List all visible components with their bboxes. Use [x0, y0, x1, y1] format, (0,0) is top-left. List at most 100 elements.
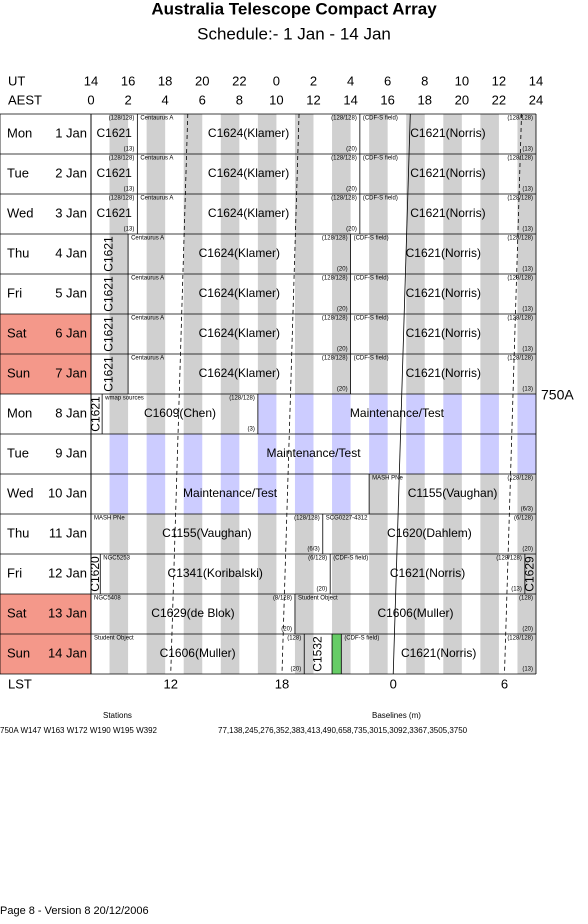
hour-stripe	[406, 554, 425, 594]
hour-stripe	[369, 114, 388, 154]
day-name: Thu	[7, 245, 29, 260]
ut-tick: 2	[310, 73, 317, 88]
day-name: Sat	[7, 605, 27, 620]
session-label: C1624(Klamer)	[208, 206, 289, 220]
day-name: Tue	[7, 445, 29, 460]
day-cell	[0, 234, 91, 274]
day-name: Mon	[7, 405, 32, 420]
hour-stripe	[294, 354, 314, 394]
day-cell	[0, 554, 91, 594]
day-date: 1 Jan	[55, 125, 87, 140]
day-date: 5 Jan	[55, 285, 87, 300]
day-date: 10 Jan	[48, 485, 87, 500]
session-note: (128/128)	[507, 116, 533, 122]
session-label: C1155(Vaughan)	[162, 526, 252, 540]
session-label: C1621	[102, 316, 116, 352]
hour-stripe	[517, 434, 536, 474]
aest-tick: 0	[87, 92, 94, 107]
day-date: 13 Jan	[48, 605, 87, 620]
hour-stripe	[109, 234, 129, 274]
hour-stripe	[257, 474, 277, 514]
day-date: 7 Jan	[55, 365, 87, 380]
hour-stripe	[332, 234, 351, 274]
session-note: (20)	[317, 587, 328, 593]
hour-stripe	[109, 554, 129, 594]
hour-stripe	[480, 154, 499, 194]
session-note: (128/128)	[507, 276, 533, 282]
hour-stripe	[332, 394, 351, 434]
session-label: C1341(Koribalski)	[168, 566, 263, 580]
ut-tick: 14	[84, 73, 98, 88]
hour-stripe	[294, 474, 314, 514]
hour-stripe	[183, 234, 203, 274]
session-label: Maintenance/Test	[183, 486, 278, 500]
day-name: Wed	[7, 485, 34, 500]
session-note: (128/128)	[109, 196, 135, 202]
hour-stripe	[406, 234, 425, 274]
hour-stripe	[294, 154, 314, 194]
aest-tick: 18	[418, 92, 432, 107]
hour-stripe	[443, 594, 462, 634]
hour-stripe	[332, 474, 351, 514]
session-label: C1606(Muller)	[377, 606, 453, 620]
hour-stripe	[146, 314, 166, 354]
ut-tick: 8	[421, 73, 428, 88]
hour-stripe	[146, 274, 166, 314]
hour-stripe	[109, 434, 129, 474]
hour-stripe	[183, 394, 203, 434]
hour-stripe	[517, 274, 536, 314]
session-note: (128/128)	[507, 236, 533, 242]
ut-label: UT	[8, 73, 25, 88]
hour-stripe	[294, 394, 314, 434]
session-note: (20)	[337, 347, 348, 353]
hour-stripe	[109, 274, 129, 314]
hour-stripe	[294, 194, 314, 234]
hour-stripe	[257, 154, 277, 194]
session-label: C1620	[88, 556, 102, 592]
session-note: Centaurus A	[131, 356, 164, 362]
hour-stripe	[257, 394, 277, 434]
day-cell	[0, 194, 91, 234]
hour-stripe	[517, 594, 536, 634]
session-label: C1621	[102, 356, 116, 392]
session-label: Maintenance/Test	[266, 446, 361, 460]
lst-tick: 18	[275, 676, 289, 691]
session-note: (20)	[281, 627, 292, 633]
session-label: C1624(Klamer)	[199, 366, 280, 380]
session-label: C1621(Norris)	[390, 566, 465, 580]
session-note: (13)	[522, 147, 533, 153]
ut-tick: 4	[347, 73, 354, 88]
day-cell	[0, 154, 91, 194]
hour-stripe	[332, 594, 351, 634]
hour-stripe	[109, 474, 129, 514]
session-note: (13)	[522, 667, 533, 673]
session-note: Student Object	[94, 636, 134, 642]
hour-stripe	[406, 314, 425, 354]
day-cell	[0, 114, 91, 154]
hour-stripe	[294, 274, 314, 314]
lst-tick: 6	[501, 676, 508, 691]
ut-tick: 14	[529, 73, 543, 88]
session-note: (CDF-S field)	[363, 116, 398, 122]
session-label: C1624(Klamer)	[199, 326, 280, 340]
hour-stripe	[369, 394, 388, 434]
session-note: (13)	[511, 587, 522, 593]
session-note: (6/128)	[514, 516, 533, 522]
hour-stripe	[480, 314, 499, 354]
hour-stripe	[257, 594, 277, 634]
session-note: (128/128)	[322, 236, 348, 242]
session-note: Centaurus A	[131, 236, 164, 242]
session-note: (8/128)	[273, 596, 292, 602]
hour-stripe	[369, 514, 388, 554]
session-note: (128/128)	[331, 156, 357, 162]
session-block	[91, 394, 103, 434]
hour-stripe	[406, 274, 425, 314]
hour-stripe	[332, 514, 351, 554]
hour-stripe	[183, 474, 203, 514]
session-note: (20)	[346, 187, 357, 193]
hour-stripe	[480, 554, 499, 594]
session-note: (20)	[337, 307, 348, 313]
hour-stripe	[294, 514, 314, 554]
session-note: NGC5408	[94, 596, 121, 602]
hour-stripe	[220, 154, 240, 194]
